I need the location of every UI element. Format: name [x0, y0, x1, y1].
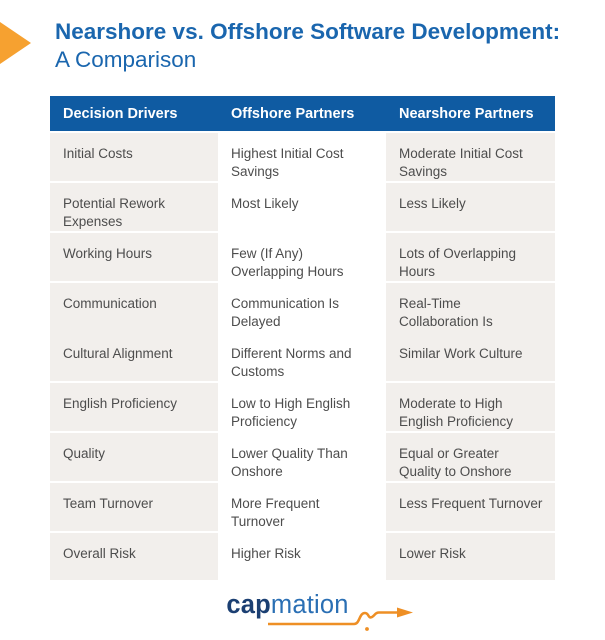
triangle-marker-icon — [0, 22, 31, 64]
table-row: Initial Costs Highest Initial Cost Savin… — [50, 133, 555, 181]
column-header-offshore-partners: Offshore Partners — [231, 105, 355, 122]
cell-driver: Team Turnover — [50, 483, 218, 531]
cell-offshore: Low to High English Proficiency — [218, 383, 386, 431]
cell-driver: Initial Costs — [50, 133, 218, 181]
cell-driver: Overall Risk — [50, 533, 218, 580]
cell-nearshore: Moderate Initial Cost Savings — [386, 133, 555, 181]
title-line-1: Nearshore vs. Offshore Software Developm… — [55, 19, 561, 44]
cell-nearshore: Moderate to High English Proficiency — [386, 383, 555, 431]
table-row: Potential Rework Expenses Most Likely Le… — [50, 183, 555, 231]
cell-nearshore: Less Frequent Turnover — [386, 483, 555, 531]
cell-offshore: Highest Initial Cost Savings — [218, 133, 386, 181]
table-row: Team Turnover More Frequent Turnover Les… — [50, 483, 555, 531]
cell-driver: Quality — [50, 433, 218, 481]
page-title: Nearshore vs. Offshore Software Developm… — [55, 18, 560, 74]
title-line-2: A Comparison — [55, 47, 197, 72]
cell-offshore: Lower Quality Than Onshore — [218, 433, 386, 481]
cell-offshore: Different Norms and Customs — [218, 333, 386, 381]
table-row: Cultural Alignment Different Norms and C… — [50, 333, 555, 381]
cell-offshore: Few (If Any) Overlapping Hours — [218, 233, 386, 281]
logo-text-cap: cap — [226, 591, 271, 619]
table-row: Quality Lower Quality Than Onshore Equal… — [50, 433, 555, 481]
cell-offshore: Higher Risk — [218, 533, 386, 580]
footer: capmation — [0, 591, 605, 631]
comparison-table: Decision Drivers Offshore Partners Nears… — [50, 96, 555, 583]
cell-nearshore: Similar Work Culture — [386, 333, 555, 381]
cell-offshore: Most Likely — [218, 183, 386, 231]
table-header-row: Decision Drivers Offshore Partners Nears… — [50, 96, 555, 131]
cell-driver: Working Hours — [50, 233, 218, 281]
cell-nearshore: Equal or Greater Quality to Onshore — [386, 433, 555, 481]
capmation-logo: capmation — [226, 591, 414, 631]
table-row: Overall Risk Higher Risk Lower Risk — [50, 533, 555, 580]
logo-text-mation: mation — [270, 591, 349, 619]
table-row: Working Hours Few (If Any) Overlapping H… — [50, 233, 555, 281]
cell-offshore: More Frequent Turnover — [218, 483, 386, 531]
cell-driver: Potential Rework Expenses — [50, 183, 218, 231]
cell-driver: English Proficiency — [50, 383, 218, 431]
table-row: Communication Communication Is Delayed R… — [50, 283, 555, 349]
column-header-decision-drivers: Decision Drivers — [63, 105, 178, 122]
cell-nearshore: Less Likely — [386, 183, 555, 231]
cell-driver: Cultural Alignment — [50, 333, 218, 381]
cell-nearshore: Lower Risk — [386, 533, 555, 580]
table-row: English Proficiency Low to High English … — [50, 383, 555, 431]
capmation-logo-text: capmation — [226, 591, 348, 619]
column-header-nearshore-partners: Nearshore Partners — [399, 105, 534, 122]
pulse-arrow-icon — [268, 607, 414, 631]
cell-nearshore: Lots of Overlapping Hours — [386, 233, 555, 281]
